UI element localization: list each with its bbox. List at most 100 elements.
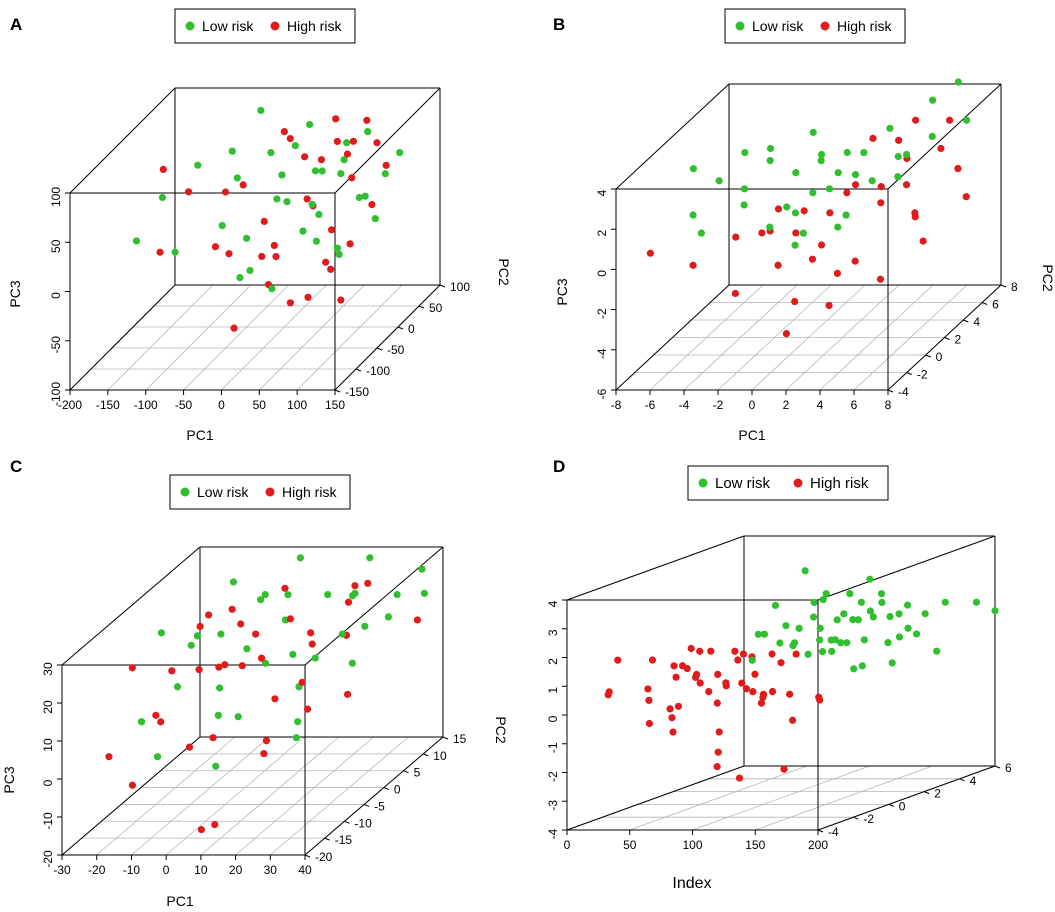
y-tick [344, 820, 350, 824]
point-high-risk [815, 693, 823, 701]
y-tick [334, 389, 341, 393]
legend-box [174, 8, 356, 44]
z-tick-label: -6 [595, 388, 609, 399]
point-high-risk [382, 161, 390, 169]
x-tick-label: -10 [123, 863, 141, 877]
y-tick-label: 2 [955, 333, 962, 347]
point-high-risk [666, 705, 674, 713]
point-high-risk [735, 774, 744, 782]
legend-label-high: High risk [287, 18, 342, 34]
y-tick [959, 778, 965, 782]
point-low-risk [884, 639, 892, 647]
point-low-risk [171, 248, 179, 256]
x-tick-label: 100 [682, 838, 702, 852]
panel-b: B Low risk High risk-8 -6 -4 -2 0 2 4 6 8-4-202468… [553, 8, 1055, 443]
point-high-risk [185, 743, 194, 751]
point-low-risk [257, 106, 265, 115]
point-low-risk [381, 170, 389, 178]
x-tick-label: -4 [679, 398, 690, 412]
point-low-risk [289, 650, 297, 659]
panel-a: A Low risk High risk-200 -150 -100 -50 0 50 100 1… [7, 8, 512, 443]
point-high-risk [209, 734, 217, 742]
point-low-risk [299, 227, 307, 235]
cube-edge [69, 87, 176, 194]
point-low-risk [941, 598, 949, 606]
point-high-risk [211, 243, 220, 251]
y-tick [1000, 284, 1007, 288]
legend-marker-high [820, 21, 830, 31]
point-low-risk [348, 659, 356, 667]
point-high-risk [645, 696, 653, 704]
point-high-risk [777, 659, 785, 667]
point-high-risk [911, 209, 919, 217]
point-high-risk [159, 165, 167, 173]
point-high-risk [368, 201, 376, 209]
point-low-risk [740, 201, 748, 209]
x-tick-label: -50 [175, 398, 193, 412]
point-low-risk [766, 144, 775, 153]
point-low-risk [842, 211, 850, 219]
point-low-risk [187, 641, 195, 649]
y-tick-label: -15 [335, 833, 353, 847]
point-high-risk [317, 156, 325, 164]
point-high-risk [691, 673, 700, 682]
z-tick-label: 2 [595, 230, 609, 237]
x-tick-label: 40 [298, 863, 312, 877]
point-low-risk [268, 285, 276, 293]
point-high-risk [734, 656, 742, 664]
point-low-risk [291, 142, 299, 150]
point-high-risk [237, 620, 245, 628]
z-tick-label: 0 [546, 715, 560, 722]
y-tick-label: 10 [433, 749, 447, 763]
point-low-risk [157, 629, 166, 637]
point-high-risk [333, 137, 341, 146]
point-high-risk [669, 728, 677, 736]
point-low-risk [849, 616, 857, 624]
point-high-risk [280, 128, 288, 136]
point-high-risk [252, 630, 260, 638]
legend: Low risk High risk [724, 8, 906, 44]
point-high-risk [152, 711, 160, 719]
point-high-risk [215, 663, 223, 671]
point-low-risk [791, 241, 799, 249]
point-low-risk [333, 244, 342, 252]
point-low-risk [933, 647, 941, 655]
point-low-risk [771, 601, 780, 610]
y-tick [963, 319, 969, 323]
point-high-risk [307, 629, 315, 637]
point-low-risk [860, 636, 868, 644]
z-tick-label: 0 [595, 270, 609, 277]
point-high-risk [715, 728, 723, 736]
point-low-risk [894, 152, 902, 161]
point-high-risk [869, 134, 877, 142]
point-high-risk [696, 647, 704, 655]
point-high-risk [751, 670, 759, 678]
point-low-risk [311, 167, 320, 175]
point-high-risk [286, 134, 294, 143]
point-low-risk [928, 132, 936, 141]
point-high-risk [780, 765, 788, 773]
y-tick [324, 837, 330, 841]
cube-edge [61, 736, 201, 856]
point-high-risk [221, 661, 229, 669]
point-low-risk [212, 762, 220, 770]
point-high-risk [672, 673, 680, 681]
z-tick-label: -4 [546, 828, 560, 839]
y-axis-label: PC2 [1040, 264, 1055, 291]
floor-grid-line [131, 736, 270, 856]
point-low-risk [351, 589, 359, 597]
x-axis-label: PC1 [186, 427, 213, 443]
point-low-risk [888, 659, 896, 667]
y-tick-label: 0 [408, 322, 415, 336]
y-tick [817, 829, 824, 833]
point-low-risk [371, 215, 379, 223]
point-low-risk [921, 610, 929, 618]
point-high-risk [646, 249, 654, 257]
point-high-risk [757, 699, 766, 707]
x-tick-label: 0 [218, 398, 225, 412]
point-low-risk [228, 147, 236, 155]
point-high-risk [670, 662, 678, 670]
y-tick-label: 6 [992, 298, 999, 312]
x-tick-label: -6 [645, 398, 656, 412]
